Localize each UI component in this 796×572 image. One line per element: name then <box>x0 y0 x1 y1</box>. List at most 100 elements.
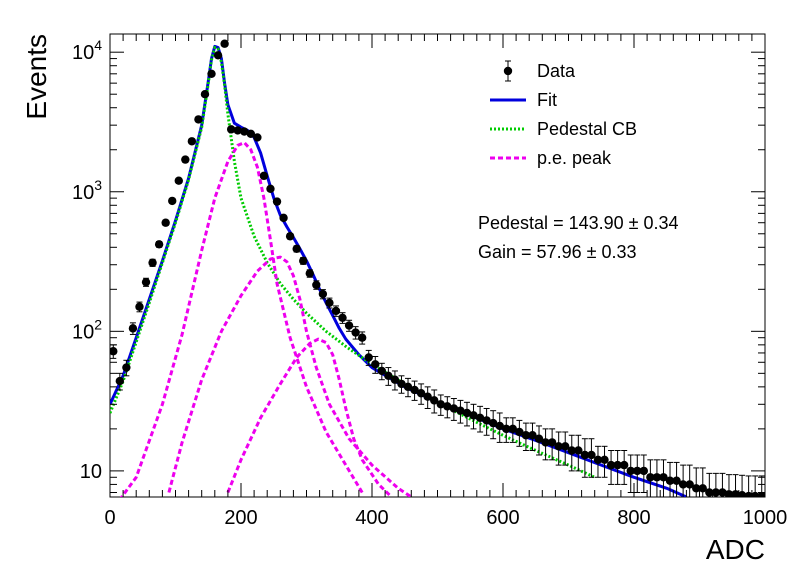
data-marker <box>462 408 472 418</box>
data-point <box>495 412 504 443</box>
y-axis-title: Events <box>21 34 52 120</box>
data-point <box>613 449 622 485</box>
data-point <box>469 403 478 430</box>
data-marker <box>128 324 138 333</box>
data-point <box>515 419 524 447</box>
series-pedestal-cb-curve <box>110 46 596 479</box>
y-tick-label: 10 <box>80 461 102 483</box>
data-point <box>154 240 164 249</box>
annotation-gain: Gain = 57.96 ± 0.33 <box>478 242 637 262</box>
data-point <box>213 51 223 60</box>
data-marker <box>338 313 347 322</box>
data-point <box>246 129 256 139</box>
data-point <box>619 449 629 485</box>
data-marker <box>718 488 727 497</box>
data-marker <box>521 431 531 440</box>
data-marker <box>750 491 760 497</box>
data-marker <box>213 51 223 60</box>
data-marker <box>488 418 498 428</box>
data-marker <box>724 490 734 497</box>
data-marker <box>240 127 249 136</box>
data-marker <box>351 328 360 337</box>
data-point <box>672 461 681 497</box>
annotation-pedestal: Pedestal = 143.90 ± 0.34 <box>478 213 679 233</box>
data-marker <box>285 232 295 241</box>
data-marker <box>364 353 373 362</box>
data-marker <box>528 431 537 440</box>
data-point <box>266 184 275 193</box>
data-point <box>161 218 170 227</box>
data-marker <box>168 196 177 206</box>
y-tick-label: 102 <box>72 316 102 343</box>
data-point <box>285 232 295 241</box>
data-point <box>272 197 282 206</box>
series-p-e-peak-1-curve <box>119 141 364 497</box>
data-point <box>364 349 373 366</box>
data-marker <box>495 421 504 431</box>
data-marker <box>110 347 118 356</box>
data-marker <box>430 396 439 405</box>
data-point <box>384 367 393 386</box>
x-tick-label: 1000 <box>743 507 788 529</box>
data-marker <box>580 450 590 460</box>
data-marker <box>384 371 393 381</box>
data-marker <box>259 171 269 181</box>
data-point <box>312 280 321 290</box>
y-tick-label: 104 <box>72 37 102 64</box>
data-marker <box>633 466 642 476</box>
data-marker <box>371 360 380 369</box>
data-marker <box>194 115 203 124</box>
data-marker <box>187 137 197 146</box>
data-marker <box>678 480 688 489</box>
data-marker <box>757 491 765 497</box>
data-point <box>534 425 544 456</box>
data-point <box>240 127 249 136</box>
x-tick-label: 800 <box>617 507 650 529</box>
data-marker <box>449 404 459 413</box>
data-marker <box>561 442 570 451</box>
data-point <box>403 377 413 398</box>
legend-label: Pedestal CB <box>537 119 637 139</box>
data-point <box>344 319 354 332</box>
data-marker <box>619 460 629 470</box>
data-marker <box>410 385 419 395</box>
data-marker <box>613 460 622 470</box>
data-marker <box>574 446 583 455</box>
data-point <box>646 459 655 497</box>
data-marker <box>377 366 387 376</box>
data-marker <box>547 438 557 447</box>
data-marker <box>436 400 445 409</box>
data-point <box>541 428 550 461</box>
data-marker <box>475 413 485 423</box>
data-marker <box>737 490 747 497</box>
data-point <box>135 301 144 313</box>
x-tick-label: 0 <box>104 507 115 529</box>
x-tick-label: 400 <box>355 507 388 529</box>
data-marker <box>148 258 157 267</box>
data-point <box>200 90 210 99</box>
data-marker <box>692 484 701 493</box>
data-marker <box>207 69 216 79</box>
data-point <box>724 474 734 497</box>
data-marker <box>423 392 432 401</box>
data-marker <box>744 491 753 497</box>
data-point <box>253 133 262 142</box>
data-point <box>606 449 616 485</box>
data-marker <box>325 298 334 308</box>
data-point <box>652 459 662 497</box>
data-point <box>449 398 459 421</box>
data-point <box>659 459 668 497</box>
data-point <box>443 396 452 419</box>
data-point <box>220 39 229 48</box>
series-p-e-peak-3-curve <box>226 337 393 497</box>
data-marker <box>698 484 707 493</box>
data-point <box>410 380 419 401</box>
data-point <box>456 399 465 424</box>
data-point <box>574 434 583 472</box>
data-marker <box>292 244 301 254</box>
data-point <box>521 422 531 451</box>
data-marker <box>357 333 367 342</box>
data-point <box>305 269 314 278</box>
data-point <box>587 438 596 478</box>
